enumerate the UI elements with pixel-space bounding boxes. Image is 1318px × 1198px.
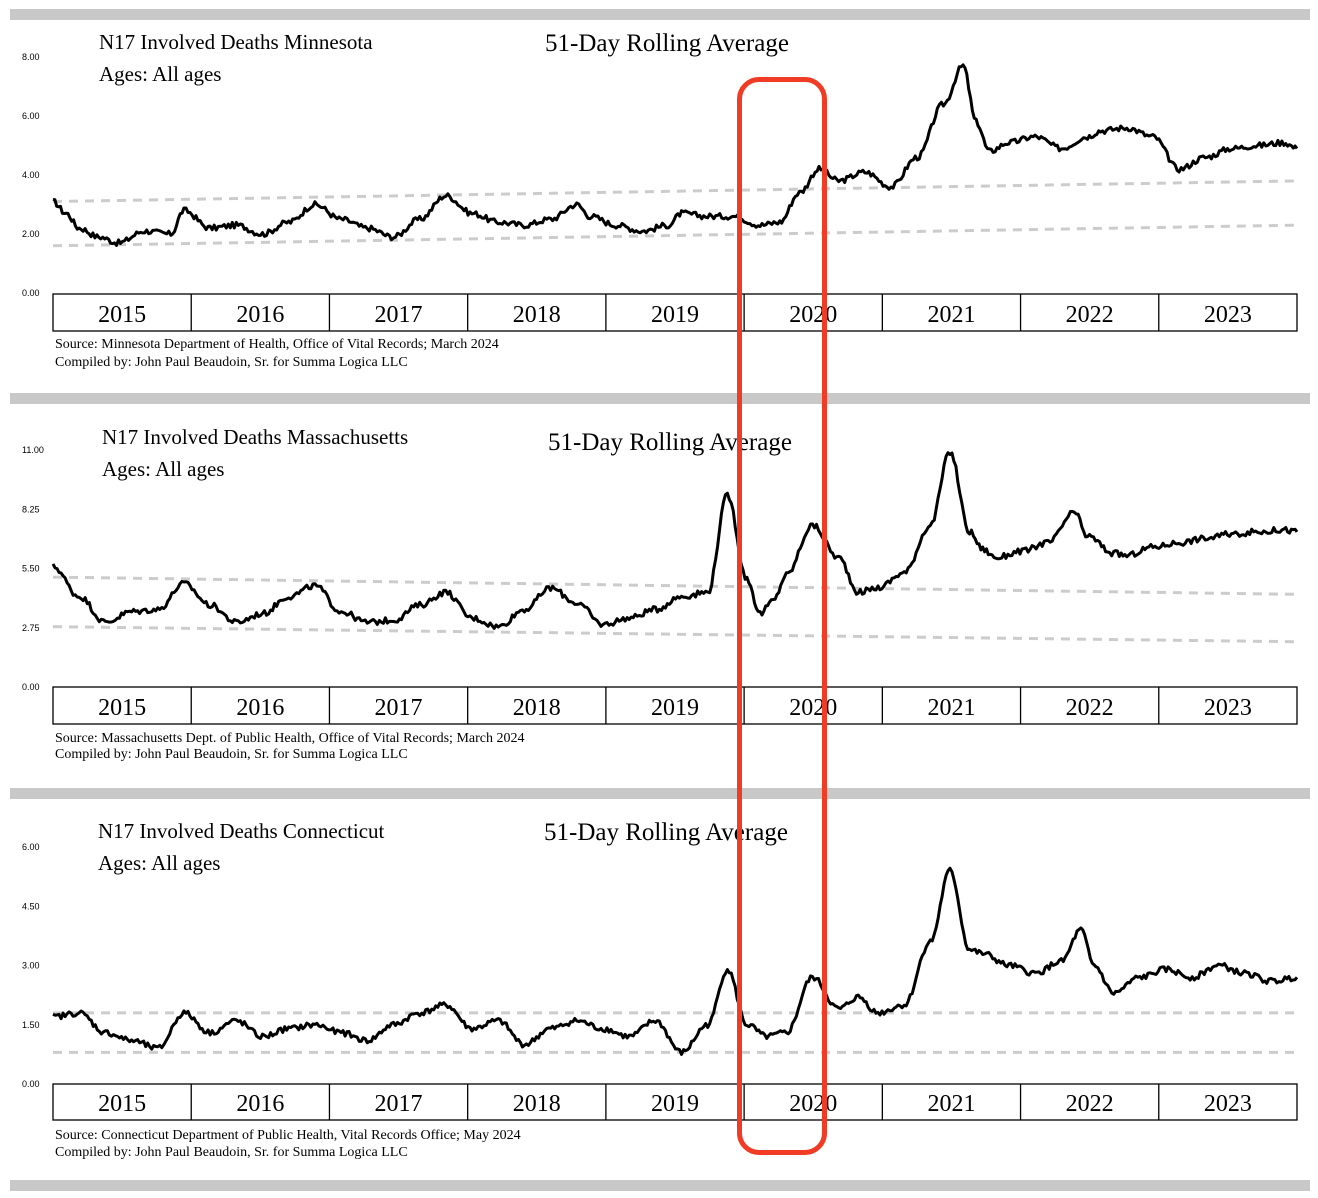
y-tick-label: 8.25 [22,504,40,514]
y-tick-label: 8.00 [22,52,40,62]
year-label: 2021 [927,302,975,328]
y-tick-label: 6.00 [22,842,40,852]
year-label: 2016 [236,1091,284,1117]
trend-line [52,223,1298,248]
trend-line [52,179,1298,204]
chart-title: N17 Involved Deaths Connecticut [98,819,385,843]
year-label: 2022 [1066,1091,1114,1117]
year-label: 2020 [789,1091,837,1117]
y-tick-label: 1.50 [22,1020,40,1030]
year-label: 2021 [927,1091,975,1117]
year-label: 2016 [236,695,284,721]
y-tick-label: 0.00 [22,288,40,298]
highlight-2020-box [737,77,827,1155]
year-label: 2015 [98,695,146,721]
year-label: 2019 [651,695,699,721]
y-tick-label: 3.00 [22,961,40,971]
year-label: 2022 [1066,695,1114,721]
chart-svg-massachusetts: 0.00 2.75 5.50 8.25 11.00 2015 2016 2017 2018 201… [22,445,1299,725]
chart-title: N17 Involved Deaths Minnesota [99,30,373,54]
source-note: Source: Connecticut Department of Public… [55,1128,521,1143]
year-label: 2017 [375,302,423,328]
separator-1 [10,393,1310,404]
y-tick-label: 5.50 [22,564,40,574]
y-tick-label: 6.00 [22,111,40,121]
year-axis-frame [52,1083,1298,1121]
y-tick-label: 4.50 [22,901,40,911]
y-tick-label: 0.00 [22,682,40,692]
chart-subtitle: Ages: All ages [102,457,225,481]
year-label: 2015 [98,302,146,328]
year-label: 2019 [651,302,699,328]
year-label: 2015 [98,1091,146,1117]
chart-svg-minnesota: 0.00 2.00 4.00 6.00 8.00 2015 2016 2017 2018 2019… [22,52,1299,332]
year-label: 2018 [513,1091,561,1117]
rolling-average-label: 51-Day Rolling Average [544,819,788,846]
separator-2 [10,788,1310,799]
trend-line [52,575,1298,596]
rolling-average-label: 51-Day Rolling Average [545,30,789,57]
chart-svg-connecticut: 0.00 1.50 3.00 4.50 6.00 2015 2016 2017 2018 2019… [22,842,1299,1121]
year-label: 2018 [513,302,561,328]
separator-bottom [10,1180,1310,1191]
year-axis-frame [52,293,1298,332]
year-label: 2017 [375,1091,423,1117]
y-tick-label: 0.00 [22,1079,40,1089]
chart-panel-connecticut: 0.00 1.50 3.00 4.50 6.00 2015 2016 2017 2018 2019… [0,799,1318,1180]
rolling-average-line [51,451,1299,630]
chart-title: N17 Involved Deaths Massachusetts [102,425,409,449]
year-label: 2022 [1066,302,1114,328]
y-tick-label: 4.00 [22,170,40,180]
year-label: 2023 [1204,302,1252,328]
year-label: 2020 [789,302,837,328]
rolling-average-line [52,866,1299,1056]
year-label: 2020 [789,695,837,721]
separator-top [10,9,1310,20]
compiled-note: Compiled by: John Paul Beaudoin, Sr. for… [55,355,408,370]
trend-line [52,625,1298,644]
compiled-note: Compiled by: John Paul Beaudoin, Sr. for… [55,747,408,762]
chart-panel-minnesota: 0.00 2.00 4.00 6.00 8.00 2015 2016 2017 2018 2019… [0,20,1318,393]
source-note: Source: Minnesota Department of Health, … [55,337,499,352]
year-label: 2023 [1204,1091,1252,1117]
year-axis-frame [52,686,1298,725]
chart-panel-massachusetts: 0.00 2.75 5.50 8.25 11.00 2015 2016 2017 2018 201… [0,404,1318,788]
year-label: 2019 [651,1091,699,1117]
year-label: 2016 [236,302,284,328]
year-label: 2023 [1204,695,1252,721]
year-label: 2017 [375,695,423,721]
compiled-note: Compiled by: John Paul Beaudoin, Sr. for… [55,1145,408,1160]
rolling-average-line [52,63,1299,247]
chart-subtitle: Ages: All ages [99,62,222,86]
y-tick-label: 2.00 [22,229,40,239]
year-label: 2021 [927,695,975,721]
year-label: 2018 [513,695,561,721]
chart-subtitle: Ages: All ages [98,851,221,875]
y-tick-label: 11.00 [22,445,44,455]
source-note: Source: Massachusetts Dept. of Public He… [55,731,525,746]
y-tick-label: 2.75 [22,623,40,633]
rolling-average-label: 51-Day Rolling Average [548,429,792,456]
